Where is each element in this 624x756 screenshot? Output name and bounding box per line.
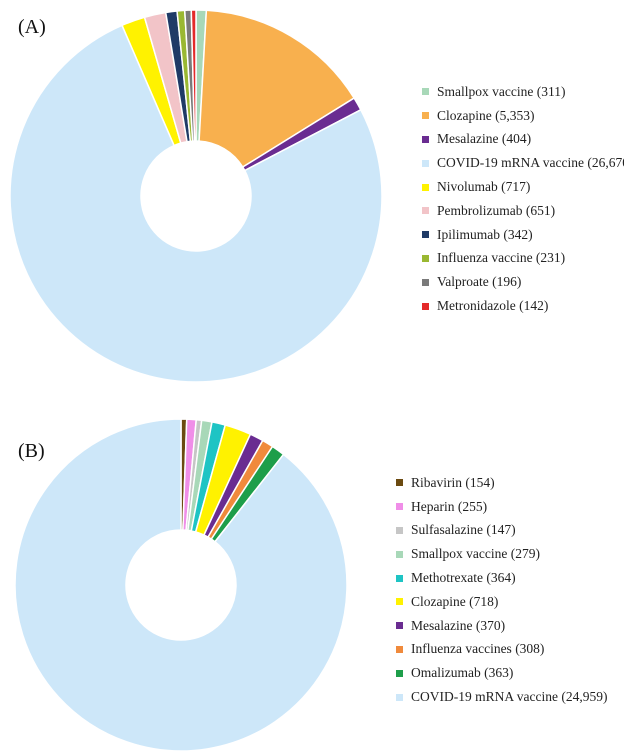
legend-label: Pembrolizumab (651) bbox=[437, 202, 556, 218]
legend-swatch bbox=[422, 207, 429, 215]
legend-label: COVID-19 mRNA vaccine (24,959) bbox=[411, 689, 608, 705]
legend-swatch bbox=[422, 302, 429, 310]
legend-item-methotrexate: Methotrexate (364) bbox=[396, 566, 607, 590]
legend-item-clozapine: Clozapine (5,353) bbox=[422, 104, 624, 128]
legend-item-smallpox-vaccine: Smallpox vaccine (279) bbox=[396, 542, 607, 566]
legend-item-ipilimumab: Ipilimumab (342) bbox=[422, 223, 624, 247]
legend-item-pembrolizumab: Pembrolizumab (651) bbox=[422, 199, 624, 223]
legend-label: Sulfasalazine (147) bbox=[411, 522, 516, 538]
slice-metronidazole bbox=[190, 9, 197, 142]
legend-label: Heparin (255) bbox=[411, 498, 488, 514]
legend-swatch bbox=[422, 135, 429, 143]
donut-chart-b bbox=[14, 418, 348, 752]
legend-item-smallpox-vaccine: Smallpox vaccine (311) bbox=[422, 80, 624, 104]
legend-swatch bbox=[422, 231, 429, 239]
legend-label: Nivolumab (717) bbox=[437, 179, 531, 195]
legend-label: Mesalazine (404) bbox=[437, 131, 532, 147]
legend-swatch bbox=[422, 88, 429, 96]
legend-label: Valproate (196) bbox=[437, 274, 522, 290]
legend-swatch bbox=[396, 503, 403, 511]
legend-swatch bbox=[396, 574, 403, 582]
legend-b: Ribavirin (154) Heparin (255) Sulfasalazin… bbox=[396, 471, 607, 709]
legend-item-omalizumab: Omalizumab (363) bbox=[396, 661, 607, 685]
legend-item-influenza-vaccines: Influenza vaccines (308) bbox=[396, 638, 607, 662]
donut-chart-a bbox=[9, 9, 383, 383]
legend-swatch bbox=[396, 693, 403, 701]
slice-covid-19-mrna-vaccine bbox=[9, 24, 383, 383]
legend-label: Influenza vaccine (231) bbox=[437, 250, 566, 266]
legend-label: Clozapine (718) bbox=[411, 593, 499, 609]
legend-swatch bbox=[396, 526, 403, 534]
legend-label: Smallpox vaccine (311) bbox=[437, 83, 566, 99]
legend-item-ribavirin: Ribavirin (154) bbox=[396, 471, 607, 495]
legend-label: Methotrexate (364) bbox=[411, 570, 516, 586]
legend-label: Influenza vaccines (308) bbox=[411, 641, 545, 657]
legend-swatch bbox=[422, 112, 429, 120]
legend-label: COVID-19 mRNA vaccine (26,670) bbox=[437, 155, 624, 171]
legend-swatch bbox=[396, 669, 403, 677]
legend-item-mesalazine: Mesalazine (370) bbox=[396, 614, 607, 638]
legend-item-clozapine: Clozapine (718) bbox=[396, 590, 607, 614]
legend-swatch bbox=[422, 254, 429, 262]
legend-item-metronidazole: Metronidazole (142) bbox=[422, 294, 624, 318]
legend-label: Metronidazole (142) bbox=[437, 298, 549, 314]
legend-item-covid-19-mrna-vaccine: COVID-19 mRNA vaccine (24,959) bbox=[396, 685, 607, 709]
legend-item-sulfasalazine: Sulfasalazine (147) bbox=[396, 519, 607, 543]
slice-clozapine bbox=[198, 9, 356, 169]
panel-b-label: (B) bbox=[18, 440, 45, 462]
legend-swatch bbox=[396, 479, 403, 487]
legend-item-covid-19-mrna-vaccine: COVID-19 mRNA vaccine (26,670) bbox=[422, 151, 624, 175]
legend-item-valproate: Valproate (196) bbox=[422, 270, 624, 294]
legend-item-mesalazine: Mesalazine (404) bbox=[422, 128, 624, 152]
legend-a: Smallpox vaccine (311) Clozapine (5,353) M… bbox=[422, 80, 624, 318]
legend-label: Mesalazine (370) bbox=[411, 617, 506, 633]
legend-swatch bbox=[422, 278, 429, 286]
legend-swatch bbox=[396, 645, 403, 653]
slice-covid-19-mrna-vaccine bbox=[14, 418, 348, 752]
panel-b: (B) Ribavirin (154) Heparin (255) Sulfasal… bbox=[0, 404, 624, 756]
legend-swatch bbox=[422, 159, 429, 167]
legend-label: Omalizumab (363) bbox=[411, 665, 514, 681]
legend-label: Clozapine (5,353) bbox=[437, 107, 535, 123]
legend-swatch bbox=[396, 550, 403, 558]
legend-swatch bbox=[396, 622, 403, 630]
legend-item-heparin: Heparin (255) bbox=[396, 495, 607, 519]
legend-label: Smallpox vaccine (279) bbox=[411, 546, 540, 562]
legend-label: Ribavirin (154) bbox=[411, 474, 495, 490]
legend-swatch bbox=[396, 598, 403, 606]
panel-a: (A) Smallpox vaccine (311) Clozapine (5,3… bbox=[9, 9, 624, 383]
legend-item-influenza-vaccine: Influenza vaccine (231) bbox=[422, 247, 624, 271]
legend-label: Ipilimumab (342) bbox=[437, 226, 533, 242]
panel-a-label: (A) bbox=[18, 16, 46, 38]
legend-item-nivolumab: Nivolumab (717) bbox=[422, 175, 624, 199]
legend-swatch bbox=[422, 183, 429, 191]
